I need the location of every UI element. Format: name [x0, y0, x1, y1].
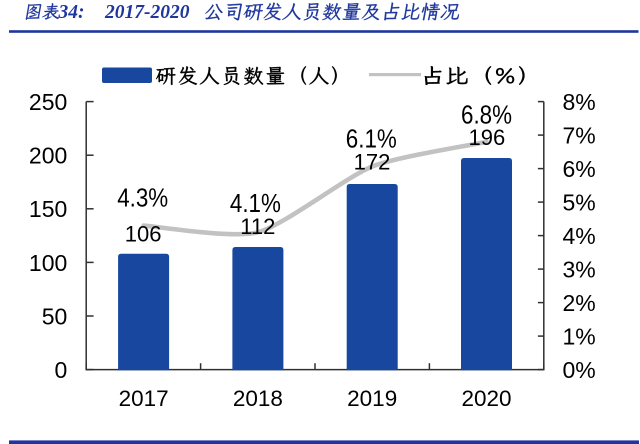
svg-text:6.8%: 6.8% [461, 100, 512, 130]
svg-text:2017-2020: 2017-2020 [104, 2, 190, 23]
svg-text:100: 100 [29, 250, 67, 276]
svg-text:50: 50 [42, 303, 68, 329]
svg-text:4.3%: 4.3% [117, 183, 168, 213]
svg-text:2017: 2017 [119, 386, 169, 411]
svg-text:0: 0 [55, 357, 68, 383]
svg-text:150: 150 [29, 196, 67, 222]
svg-text:34:: 34: [58, 2, 85, 23]
svg-text:200: 200 [29, 143, 67, 169]
svg-text:3%: 3% [563, 257, 596, 283]
svg-text:2%: 2% [563, 290, 596, 316]
svg-text:2019: 2019 [347, 386, 397, 411]
svg-text:250: 250 [29, 89, 67, 115]
svg-text:0%: 0% [563, 357, 596, 383]
svg-text:112: 112 [240, 214, 275, 239]
svg-text:2020: 2020 [461, 386, 511, 411]
svg-text:6.1%: 6.1% [346, 124, 397, 154]
svg-text:7%: 7% [563, 123, 596, 149]
svg-text:196: 196 [469, 125, 506, 150]
svg-text:8%: 8% [563, 89, 596, 115]
svg-text:2018: 2018 [233, 386, 283, 411]
svg-text:172: 172 [354, 149, 391, 174]
svg-text:4.1%: 4.1% [230, 188, 281, 218]
svg-text:4%: 4% [563, 223, 596, 249]
svg-text:6%: 6% [563, 156, 596, 182]
svg-text:1%: 1% [563, 324, 596, 350]
svg-text:5%: 5% [563, 190, 596, 216]
svg-text:106: 106 [125, 222, 162, 247]
